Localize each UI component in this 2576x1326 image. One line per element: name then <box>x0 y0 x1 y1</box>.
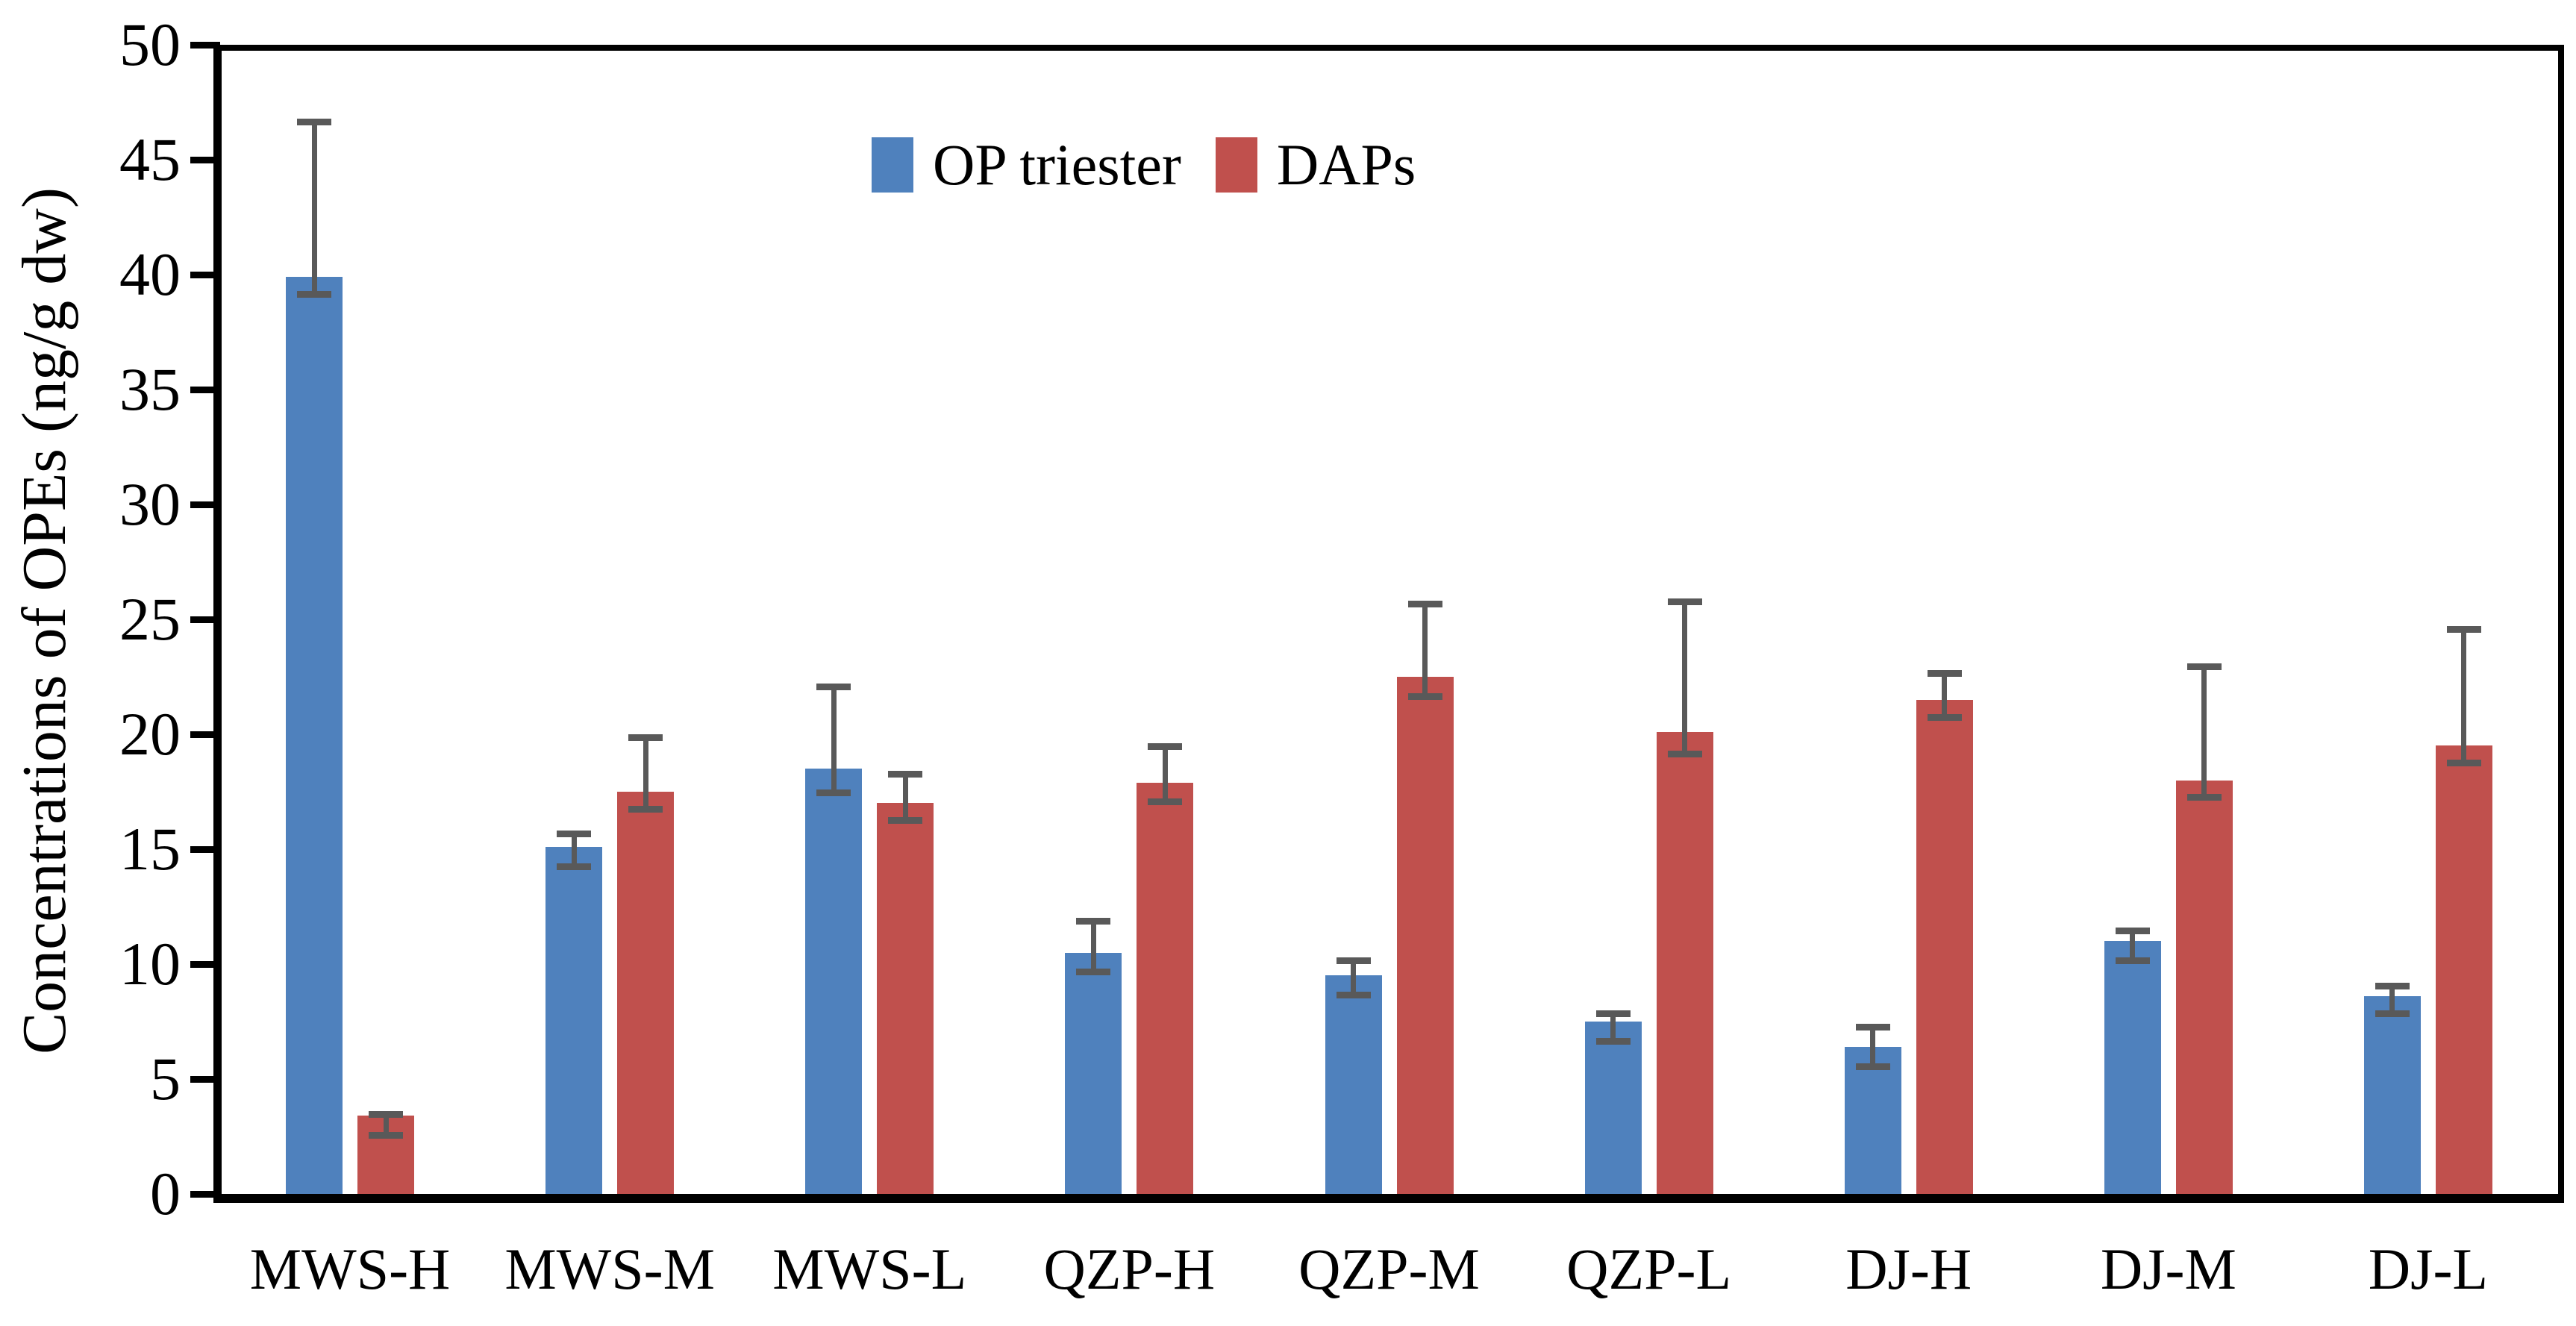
y-tick-mark <box>190 616 220 623</box>
bar-op-triester-QZP-H <box>1065 952 1122 1194</box>
y-tick-label: 0 <box>150 1160 181 1228</box>
y-tick-label: 45 <box>119 125 181 193</box>
bar-daps-MWS-M <box>617 792 675 1194</box>
bar-daps-QZP-H <box>1137 782 1194 1194</box>
legend-item-op-triester: OP triester <box>872 136 1181 194</box>
x-category-label-DJ-L: DJ-L <box>2368 1236 2489 1301</box>
y-tick-label: 35 <box>119 355 181 423</box>
x-category-label-MWS-L: MWS-L <box>772 1236 967 1301</box>
error-bar-daps-DJ-M <box>2186 663 2222 801</box>
x-category-label-MWS-M: MWS-M <box>504 1236 715 1301</box>
y-tick-label: 5 <box>150 1045 181 1113</box>
error-bar-op-triester-QZP-M <box>1336 957 1371 999</box>
error-bar-op-triester-MWS-M <box>557 831 592 870</box>
y-axis-line <box>213 45 222 1203</box>
bar-op-triester-MWS-L <box>805 769 863 1194</box>
y-tick-label: 15 <box>119 815 181 883</box>
bar-daps-DJ-L <box>2435 745 2492 1194</box>
y-tick-label: 25 <box>119 585 181 653</box>
y-tick-mark <box>190 157 220 163</box>
x-category-label-QZP-M: QZP-M <box>1298 1236 1480 1301</box>
x-category-label-DJ-H: DJ-H <box>1845 1236 1972 1301</box>
error-bar-daps-MWS-H <box>369 1111 404 1139</box>
legend-label-daps: DAPs <box>1276 132 1416 197</box>
y-tick-label: 20 <box>119 700 181 768</box>
y-tick-mark <box>190 42 220 49</box>
y-tick-mark <box>190 272 220 278</box>
legend-label-op-triester: OP triester <box>933 132 1181 197</box>
legend-swatch-op-triester <box>872 137 913 193</box>
y-tick-mark <box>190 387 220 393</box>
bar-daps-DJ-M <box>2175 780 2233 1194</box>
y-tick-mark <box>190 1076 220 1083</box>
error-bar-daps-QZP-M <box>1407 601 1442 700</box>
error-bar-daps-QZP-L <box>1667 598 1702 757</box>
error-bar-op-triester-QZP-H <box>1076 918 1111 976</box>
error-bar-daps-MWS-M <box>628 734 663 813</box>
y-tick-label: 30 <box>119 470 181 538</box>
plot-right-border <box>2558 45 2564 1203</box>
y-tick-mark <box>190 501 220 508</box>
x-category-label-DJ-M: DJ-M <box>2100 1236 2236 1301</box>
bar-daps-MWS-L <box>877 803 934 1194</box>
x-axis-line <box>213 1194 2564 1203</box>
legend-item-daps: DAPs <box>1215 132 1416 197</box>
legend: OP triester DAPs <box>872 136 1416 194</box>
bar-daps-DJ-H <box>1916 699 1973 1194</box>
error-bar-daps-DJ-H <box>1927 669 1962 721</box>
error-bar-op-triester-DJ-M <box>2115 927 2150 964</box>
error-bar-daps-QZP-H <box>1148 743 1183 806</box>
error-bar-op-triester-DJ-H <box>1855 1024 1890 1070</box>
bar-op-triester-MWS-H <box>286 277 343 1194</box>
error-bar-op-triester-MWS-L <box>816 684 851 797</box>
error-bar-op-triester-MWS-H <box>297 118 332 298</box>
y-tick-mark <box>190 846 220 853</box>
error-bar-op-triester-DJ-L <box>2375 982 2410 1017</box>
y-tick-label: 40 <box>119 240 181 308</box>
error-bar-daps-DJ-L <box>2446 626 2481 767</box>
error-bar-daps-MWS-L <box>888 771 923 825</box>
legend-swatch-daps <box>1215 137 1257 193</box>
bar-daps-QZP-M <box>1396 677 1454 1194</box>
bar-op-triester-DJ-H <box>1844 1046 1901 1194</box>
bar-daps-QZP-L <box>1656 731 1713 1194</box>
y-tick-mark <box>190 1191 220 1198</box>
bar-op-triester-DJ-M <box>2104 941 2161 1194</box>
y-tick-mark <box>190 961 220 968</box>
y-tick-label: 50 <box>119 10 181 78</box>
x-category-label-QZP-H: QZP-H <box>1043 1236 1216 1301</box>
y-tick-label: 10 <box>119 930 181 998</box>
bar-op-triester-DJ-L <box>2363 996 2421 1194</box>
bar-op-triester-MWS-M <box>545 846 603 1194</box>
y-tick-mark <box>190 731 220 738</box>
x-category-label-MWS-H: MWS-H <box>249 1236 451 1301</box>
bar-op-triester-QZP-M <box>1325 975 1382 1194</box>
x-category-label-QZP-L: QZP-L <box>1566 1236 1732 1301</box>
bar-op-triester-QZP-L <box>1584 1022 1642 1194</box>
error-bar-op-triester-QZP-L <box>1595 1010 1631 1045</box>
plot-top-border <box>213 45 2564 51</box>
